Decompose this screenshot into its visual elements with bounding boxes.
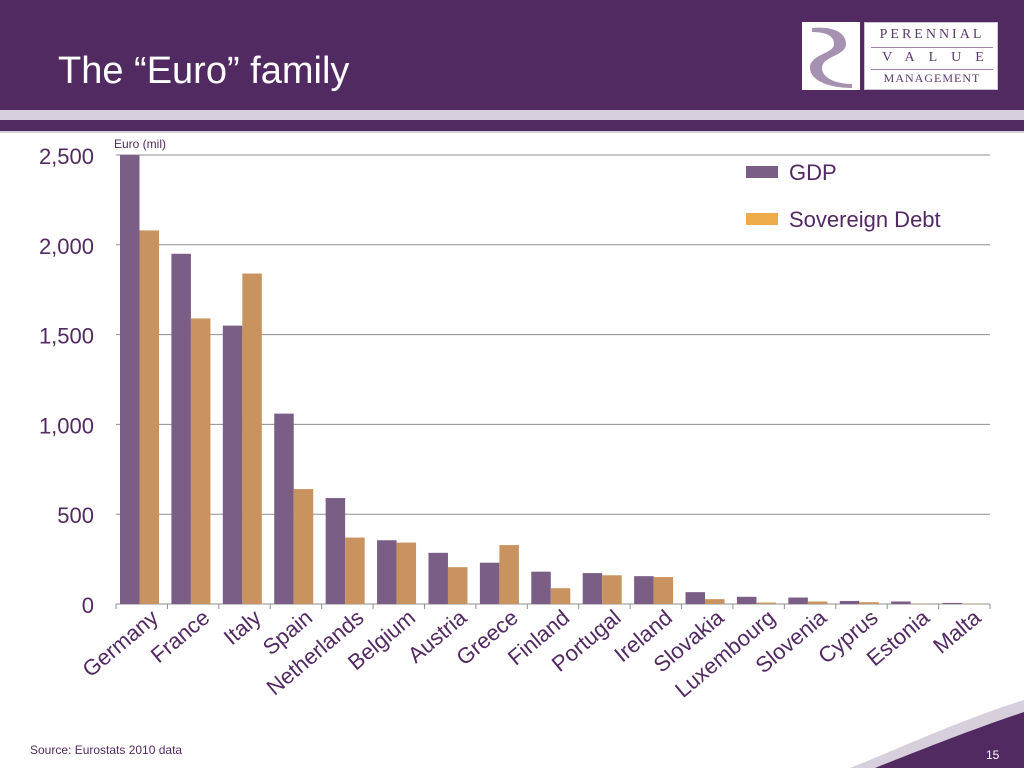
bar-slovenia-gdp [788, 597, 808, 604]
logo-rule-1 [871, 47, 993, 48]
bar-slovakia-sovereign-debt [705, 599, 725, 604]
legend-swatch-gdp [746, 166, 778, 178]
bar-estonia-gdp [891, 601, 911, 604]
bar-spain-gdp [274, 413, 294, 604]
y-axis-ticks: 0 500 1,000 1,500 2,000 2,500 [39, 144, 94, 618]
bar-finland-sovereign-debt [550, 588, 571, 604]
logo-line-3: MANAGEMENT [883, 71, 981, 85]
bar-germany-gdp [120, 155, 140, 604]
logo-emblem-icon [802, 22, 860, 90]
page-number: 15 [986, 748, 1000, 762]
bar-austria-sovereign-debt [447, 567, 468, 604]
logo-line-2: VALUE [882, 50, 998, 65]
logo-line-1: PERENNIAL [879, 27, 985, 42]
bar-ireland-gdp [634, 576, 654, 604]
bar-portugal-sovereign-debt [602, 575, 622, 604]
bar-greece-gdp [479, 562, 500, 604]
bar-spain-sovereign-debt [293, 489, 314, 604]
bar-malta-gdp [942, 602, 963, 604]
legend-swatch-sovereign-debt [746, 213, 778, 225]
y-tick-label: 1,000 [39, 413, 94, 438]
bar-estonia-sovereign-debt [910, 603, 931, 605]
bar-luxembourg-gdp [736, 596, 757, 604]
legend-label-gdp: GDP [789, 160, 837, 185]
chart-bars [120, 155, 982, 605]
bar-luxembourg-sovereign-debt [756, 602, 776, 604]
bar-slovakia-gdp [685, 592, 706, 604]
bar-austria-gdp [428, 552, 448, 604]
y-tick-label: 1,500 [39, 324, 94, 349]
bar-belgium-gdp [377, 540, 397, 604]
bar-netherlands-sovereign-debt [345, 537, 365, 604]
bar-netherlands-gdp [325, 498, 346, 604]
y-tick-label: 500 [57, 503, 94, 528]
slide-title: The “Euro” family [58, 50, 350, 92]
bar-portugal-gdp [582, 573, 603, 604]
bar-italy-sovereign-debt [242, 273, 262, 604]
source-note: Source: Eurostats 2010 data [30, 743, 183, 757]
bar-germany-sovereign-debt [139, 230, 159, 604]
bar-france-sovereign-debt [190, 318, 211, 604]
y-tick-label: 0 [82, 593, 94, 618]
header-band-line [0, 131, 1024, 133]
legend-label-sovereign-debt: Sovereign Debt [789, 207, 941, 232]
logo-rule-2 [871, 69, 993, 70]
y-axis-label: Euro (mil) [114, 137, 166, 151]
bar-cyprus-sovereign-debt [859, 602, 879, 604]
bar-malta-sovereign-debt [962, 603, 982, 605]
bar-greece-sovereign-debt [499, 545, 519, 604]
company-logo: PERENNIAL VALUE MANAGEMENT [802, 22, 998, 90]
bar-slovenia-sovereign-debt [807, 601, 828, 604]
logo-wordmark: PERENNIAL VALUE MANAGEMENT [864, 22, 998, 90]
bar-belgium-sovereign-debt [396, 542, 417, 604]
bar-cyprus-gdp [839, 600, 860, 604]
bar-italy-gdp [222, 325, 243, 604]
bar-ireland-sovereign-debt [653, 577, 674, 604]
chart-legend: GDP Sovereign Debt [746, 160, 941, 232]
header-band-light [0, 110, 1024, 120]
y-tick-label: 2,500 [39, 144, 94, 169]
slide-header: The “Euro” family PERENNIAL VALUE MANAGE… [0, 0, 1024, 110]
bar-finland-gdp [531, 571, 551, 604]
header-band-dark [0, 120, 1024, 131]
bar-france-gdp [171, 253, 191, 604]
y-tick-label: 2,000 [39, 234, 94, 259]
